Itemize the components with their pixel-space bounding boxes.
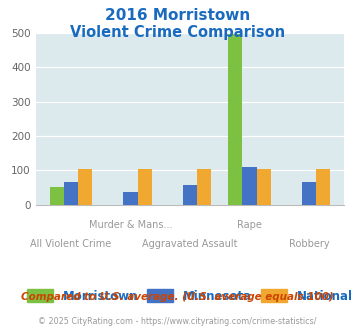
Text: Rape: Rape: [237, 220, 262, 230]
Bar: [228, 34, 242, 205]
Bar: [302, 182, 316, 205]
Bar: [123, 192, 138, 205]
Bar: [64, 182, 78, 205]
Bar: [257, 169, 271, 205]
Bar: [197, 169, 211, 205]
Text: Robbery: Robbery: [289, 239, 329, 249]
Bar: [183, 185, 197, 205]
Bar: [50, 187, 64, 205]
Text: Compared to U.S. average. (U.S. average equals 100): Compared to U.S. average. (U.S. average …: [21, 292, 334, 302]
Text: © 2025 CityRating.com - https://www.cityrating.com/crime-statistics/: © 2025 CityRating.com - https://www.city…: [38, 317, 317, 326]
Bar: [78, 169, 92, 205]
Bar: [316, 169, 330, 205]
Text: 2016 Morristown: 2016 Morristown: [105, 8, 250, 23]
Legend: Morristown, Minnesota, National: Morristown, Minnesota, National: [27, 289, 353, 303]
Text: Murder & Mans...: Murder & Mans...: [89, 220, 172, 230]
Text: All Violent Crime: All Violent Crime: [30, 239, 111, 249]
Bar: [242, 167, 257, 205]
Text: Aggravated Assault: Aggravated Assault: [142, 239, 238, 249]
Bar: [138, 169, 152, 205]
Text: Violent Crime Comparison: Violent Crime Comparison: [70, 25, 285, 40]
